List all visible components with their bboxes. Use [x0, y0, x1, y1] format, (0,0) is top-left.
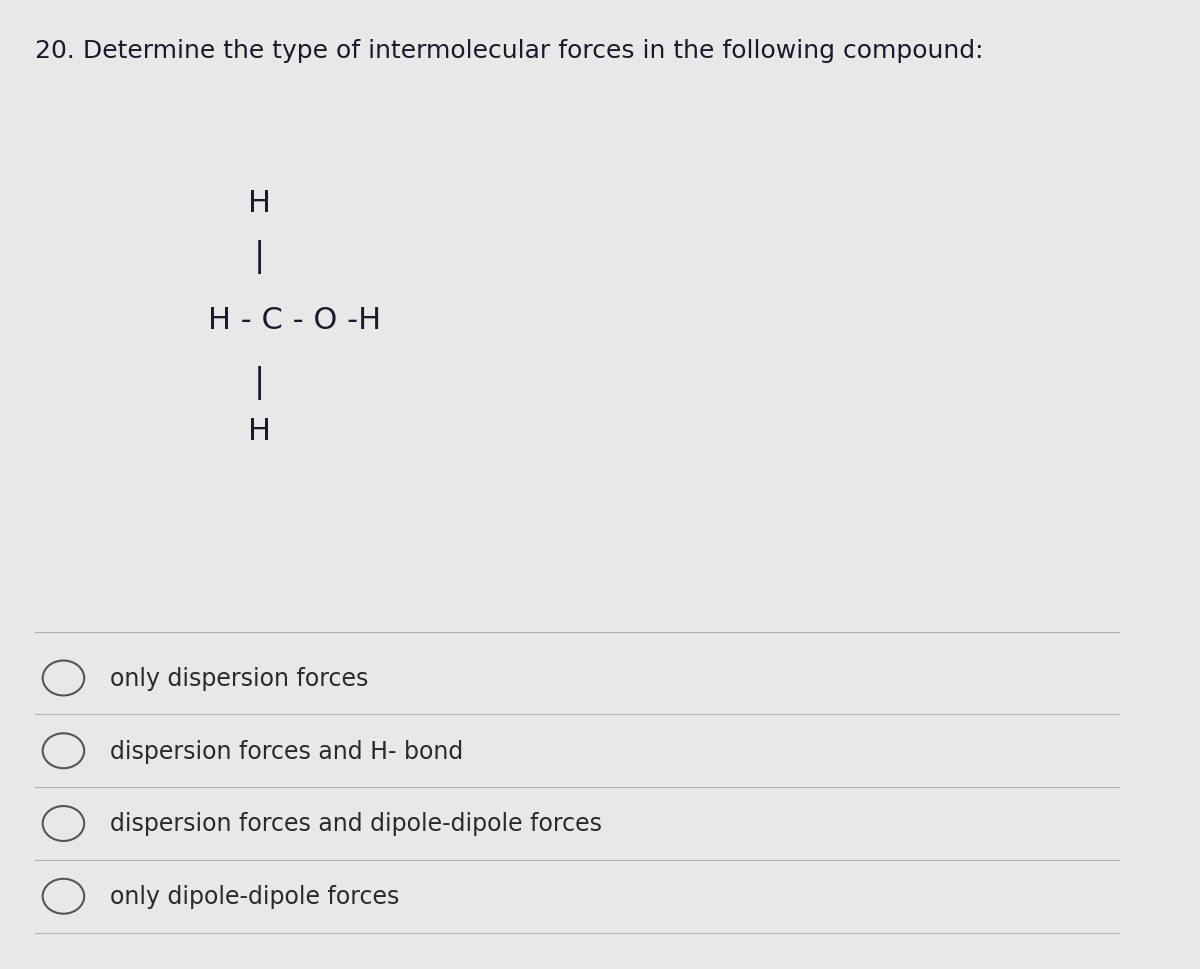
Text: |: |: [254, 365, 265, 400]
Text: |: |: [254, 239, 265, 274]
Text: H: H: [248, 189, 271, 218]
Text: H - C - O -H: H - C - O -H: [208, 305, 380, 334]
Text: 20. Determine the type of intermolecular forces in the following compound:: 20. Determine the type of intermolecular…: [35, 39, 983, 63]
Text: dispersion forces and H- bond: dispersion forces and H- bond: [109, 739, 463, 763]
Text: only dipole-dipole forces: only dipole-dipole forces: [109, 885, 398, 908]
Text: H: H: [248, 417, 271, 446]
Text: dispersion forces and dipole-dipole forces: dispersion forces and dipole-dipole forc…: [109, 812, 601, 835]
Text: only dispersion forces: only dispersion forces: [109, 667, 368, 690]
